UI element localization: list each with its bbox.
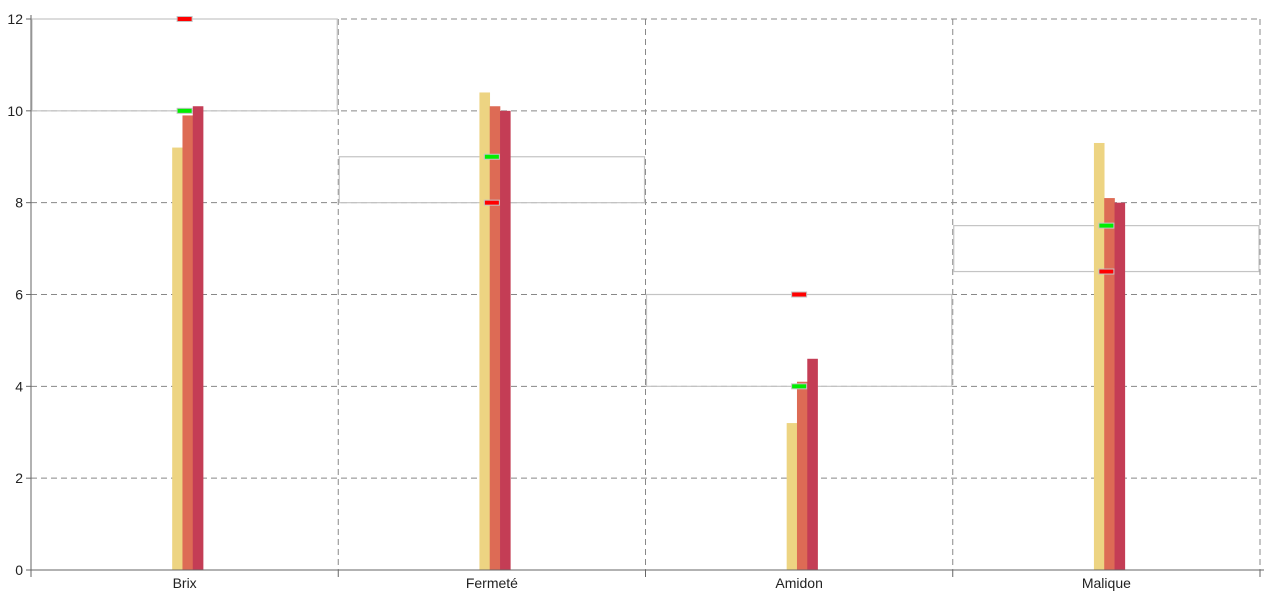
x-tick-label: Amidon [775,575,822,591]
red-target-marker [483,199,500,206]
green-target-marker [1098,222,1115,229]
bar [786,423,798,570]
y-tick-label: 0 [15,562,23,578]
y-tick-label: 8 [15,195,23,211]
green-target-marker [176,107,193,114]
y-tick-label: 4 [15,378,23,394]
y-tick-label: 10 [7,103,23,119]
bar [500,110,511,570]
green-target-marker [483,153,500,160]
bar [182,115,194,571]
y-tick-label: 6 [15,287,23,303]
bar [807,358,818,570]
bar [1114,202,1126,570]
green-target-marker [791,383,808,390]
red-target-marker [791,291,808,298]
bar [192,106,204,570]
bar [796,381,808,570]
x-tick-label: Fermeté [466,575,518,591]
bar [1104,198,1115,570]
y-tick-label: 12 [7,11,23,27]
red-target-marker [1098,268,1115,275]
x-tick-label: Malique [1082,575,1131,591]
target-range-box [645,293,953,387]
bar [172,147,183,571]
bar [479,92,491,570]
bar [1093,142,1105,570]
bar [489,106,501,570]
y-tick-label: 2 [15,470,23,486]
red-target-marker [176,16,193,22]
x-tick-label: Brix [173,575,197,591]
target-range-box [31,18,338,112]
